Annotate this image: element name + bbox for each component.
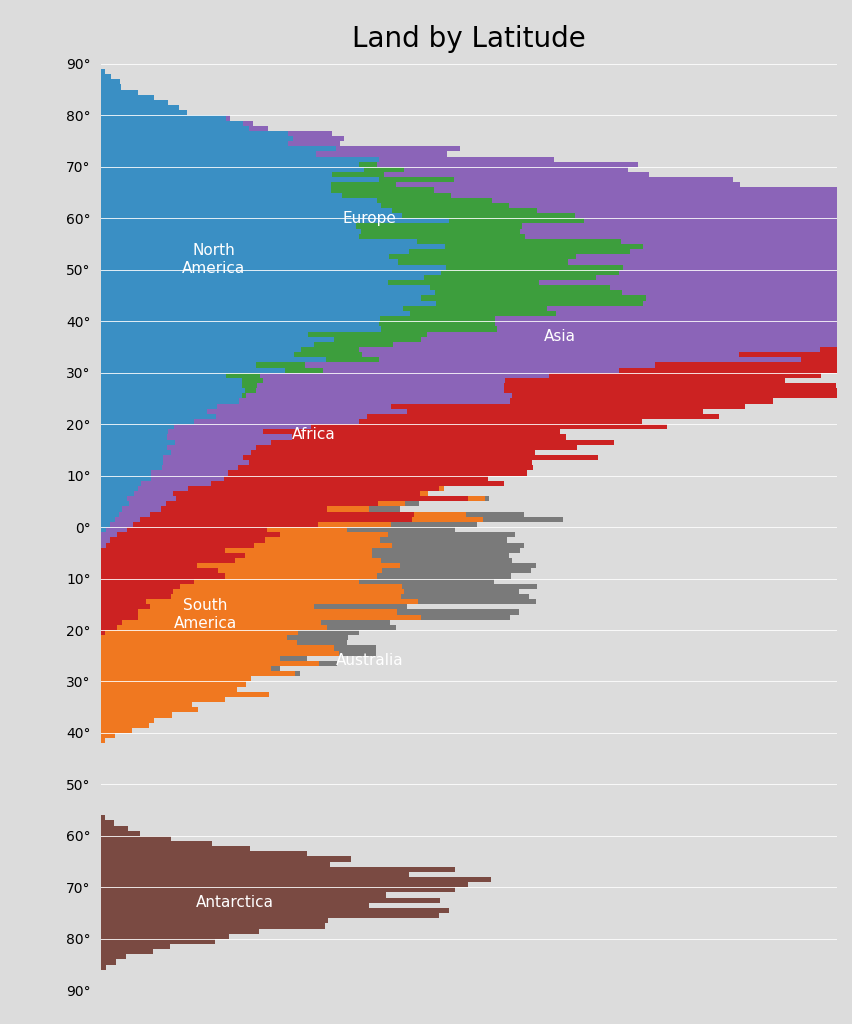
Text: South
America: South America bbox=[174, 598, 237, 631]
Text: Australia: Australia bbox=[336, 653, 403, 669]
Text: Antarctica: Antarctica bbox=[196, 895, 274, 910]
Text: North
America: North America bbox=[182, 244, 245, 275]
Title: Land by Latitude: Land by Latitude bbox=[352, 26, 586, 53]
Text: Africa: Africa bbox=[291, 427, 335, 442]
Text: Asia: Asia bbox=[544, 329, 576, 344]
Text: Europe: Europe bbox=[343, 211, 396, 226]
